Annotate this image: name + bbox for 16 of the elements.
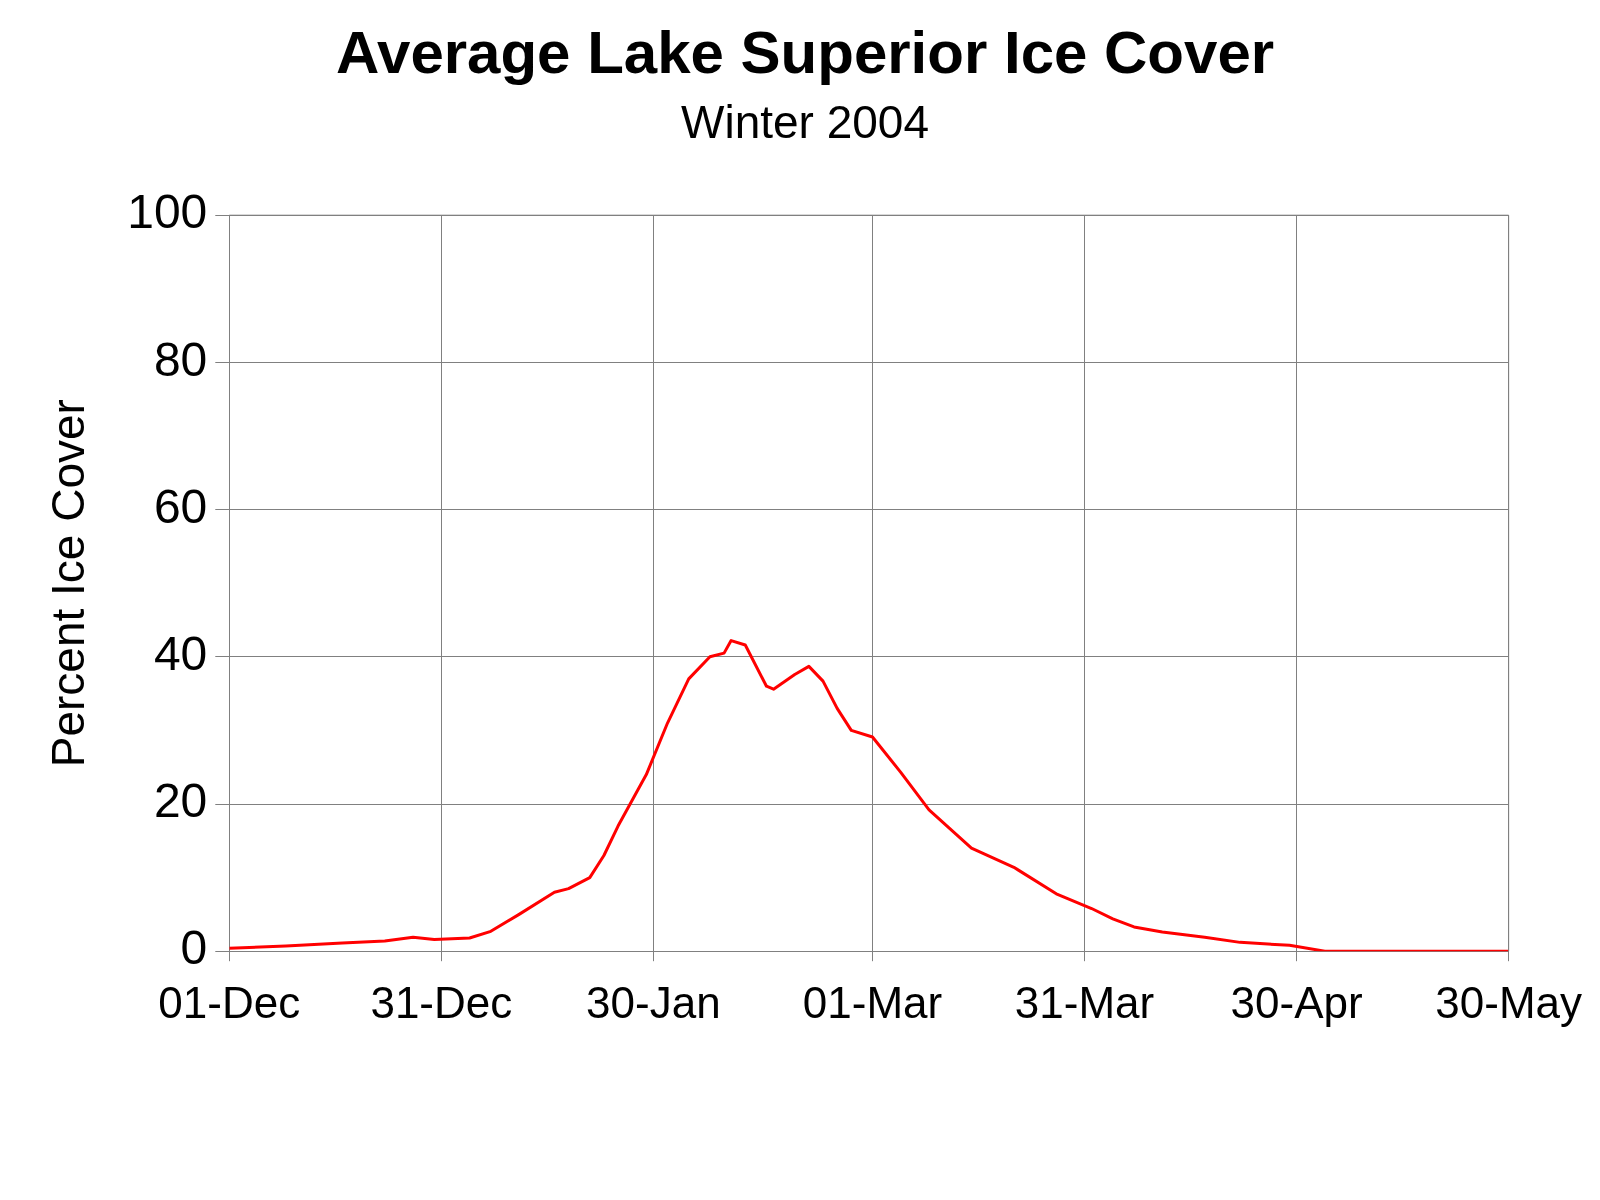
y-tick-label: 40	[153, 627, 208, 681]
x-tick-label: 30-May	[1435, 977, 1582, 1027]
y-axis-title: Percent Ice Cover	[42, 399, 95, 768]
chart-title: Average Lake Superior Ice Cover	[335, 18, 1275, 86]
x-tick-label: 30-Jan	[586, 977, 721, 1027]
y-tick-label: 80	[153, 332, 208, 386]
chart-subtitle: Winter 2004	[680, 96, 930, 149]
y-tick-label: 0	[180, 921, 208, 975]
y-tick-label: 20	[153, 774, 208, 828]
y-tick-label: 100	[127, 185, 208, 239]
x-tick-label: 01-Mar	[802, 977, 943, 1027]
x-tick-label: 31-Dec	[370, 977, 513, 1027]
x-tick-label: 31-Mar	[1014, 977, 1155, 1027]
y-tick-label: 60	[153, 479, 208, 533]
x-tick-label: 30-Apr	[1230, 977, 1363, 1027]
x-tick-label: 01-Dec	[158, 977, 301, 1027]
